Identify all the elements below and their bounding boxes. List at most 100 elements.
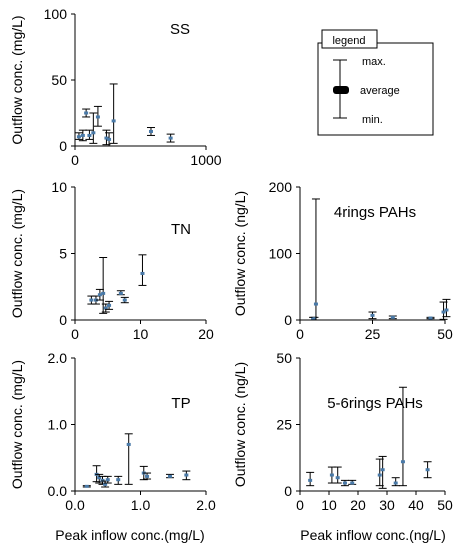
y-tick-label: 5 [59, 246, 67, 262]
data-point [442, 298, 451, 318]
data-point [378, 455, 387, 489]
average-marker [104, 136, 109, 140]
data-point [103, 475, 112, 484]
y-tick-label: 0 [284, 483, 292, 499]
average-marker [444, 308, 449, 312]
legend-title: legend [332, 35, 365, 47]
data-point [82, 484, 91, 488]
x-tick-label: 0.0 [65, 497, 85, 513]
average-marker [107, 303, 112, 307]
y-tick-label: 50 [51, 72, 67, 88]
panel-title: 4rings PAHs [334, 204, 416, 221]
data-point [85, 129, 94, 140]
average-marker [308, 478, 313, 482]
average-marker [126, 442, 131, 446]
average-marker [95, 115, 100, 119]
average-marker [87, 133, 92, 137]
average-marker [148, 129, 153, 133]
x-tick-label: 2.0 [196, 497, 216, 513]
legend-box: legend max. average min. [317, 29, 434, 136]
average-marker [80, 133, 85, 137]
average-marker [380, 468, 385, 472]
average-marker [370, 313, 375, 317]
average-marker [145, 474, 150, 478]
data-point [426, 316, 435, 320]
panel-5: 0 25 50 0 10 20 30 40 50 5-6rings PAHs Outflow con… [232, 350, 453, 513]
average-marker [140, 271, 145, 275]
average-marker [377, 473, 382, 477]
average-marker [122, 298, 127, 302]
average-marker [89, 298, 94, 302]
data-point [391, 477, 400, 487]
x-tick-label: 10 [321, 497, 337, 513]
data-point [327, 466, 336, 484]
average-marker [76, 135, 81, 139]
data-point [93, 105, 102, 127]
legend-average-marker [333, 86, 349, 94]
y-axis-label: Outflow conc. (ng/L) [232, 362, 248, 487]
legend-title-box [321, 29, 378, 49]
average-marker [425, 468, 430, 472]
data-point [165, 473, 174, 479]
average-marker [313, 302, 318, 306]
data-point [124, 433, 133, 485]
x-tick-label: 30 [379, 497, 395, 513]
data-point [116, 290, 125, 296]
average-marker [105, 478, 110, 482]
panel-2: 0 5 10 0 10 20 TN Outflow conc. (mg/L) [9, 179, 214, 342]
y-tick-label: 25 [276, 417, 292, 433]
legend-min-label: min. [362, 114, 383, 126]
average-marker [91, 131, 96, 135]
average-marker [84, 484, 89, 488]
data-point [368, 311, 377, 320]
x-tick-label: 20 [350, 497, 366, 513]
average-marker [400, 460, 405, 464]
data-point [311, 198, 320, 321]
y-tick-label: 0 [59, 312, 67, 328]
y-tick-label: 0 [59, 138, 67, 154]
x-axis-label-left: Peak inflow conc.(mg/L) [55, 527, 204, 543]
panel-3: 0.0 1.0 2.0 0.0 1.0 2.0 TP Outflow conc. (mg/L) [9, 350, 216, 513]
y-tick-label: 0.0 [48, 483, 68, 499]
y-tick-label: 2.0 [48, 350, 68, 366]
x-axis-label-right: Peak inflow conc.(ng/L) [300, 527, 446, 543]
data-point [95, 473, 104, 484]
data-point [82, 108, 91, 118]
average-marker [84, 111, 89, 115]
average-marker [441, 310, 446, 314]
data-point [95, 288, 104, 301]
y-axis-label: Outflow conc. (mg/L) [9, 360, 25, 489]
data-point [340, 479, 349, 487]
panel-title: SS [170, 21, 190, 38]
x-tick-label: 0 [71, 326, 79, 342]
x-tick-label: 50 [437, 326, 453, 342]
average-marker [101, 291, 106, 295]
y-tick-label: 50 [276, 350, 292, 366]
x-tick-label: 0 [71, 152, 79, 168]
data-point [333, 466, 342, 484]
panel-title: TP [171, 395, 190, 412]
y-axis-label: Outflow conc. (mg/L) [9, 189, 25, 318]
y-tick-label: 1.0 [48, 417, 68, 433]
data-point [306, 471, 315, 487]
data-point [120, 296, 129, 304]
data-point [138, 254, 147, 286]
x-tick-label: 40 [408, 497, 424, 513]
average-marker [168, 136, 173, 140]
data-point [109, 83, 118, 144]
average-marker [118, 291, 123, 295]
average-marker [335, 476, 340, 480]
average-marker [97, 476, 102, 480]
data-point [74, 132, 83, 140]
x-tick-label: 10 [133, 326, 149, 342]
data-point [114, 475, 123, 485]
average-marker [107, 137, 112, 141]
x-tick-label: 0 [296, 497, 304, 513]
y-tick-label: 200 [269, 179, 293, 195]
average-marker [393, 481, 398, 485]
data-point [182, 470, 191, 481]
average-marker [428, 316, 433, 320]
y-axis-label: Outflow conc. (mg/L) [9, 15, 25, 144]
